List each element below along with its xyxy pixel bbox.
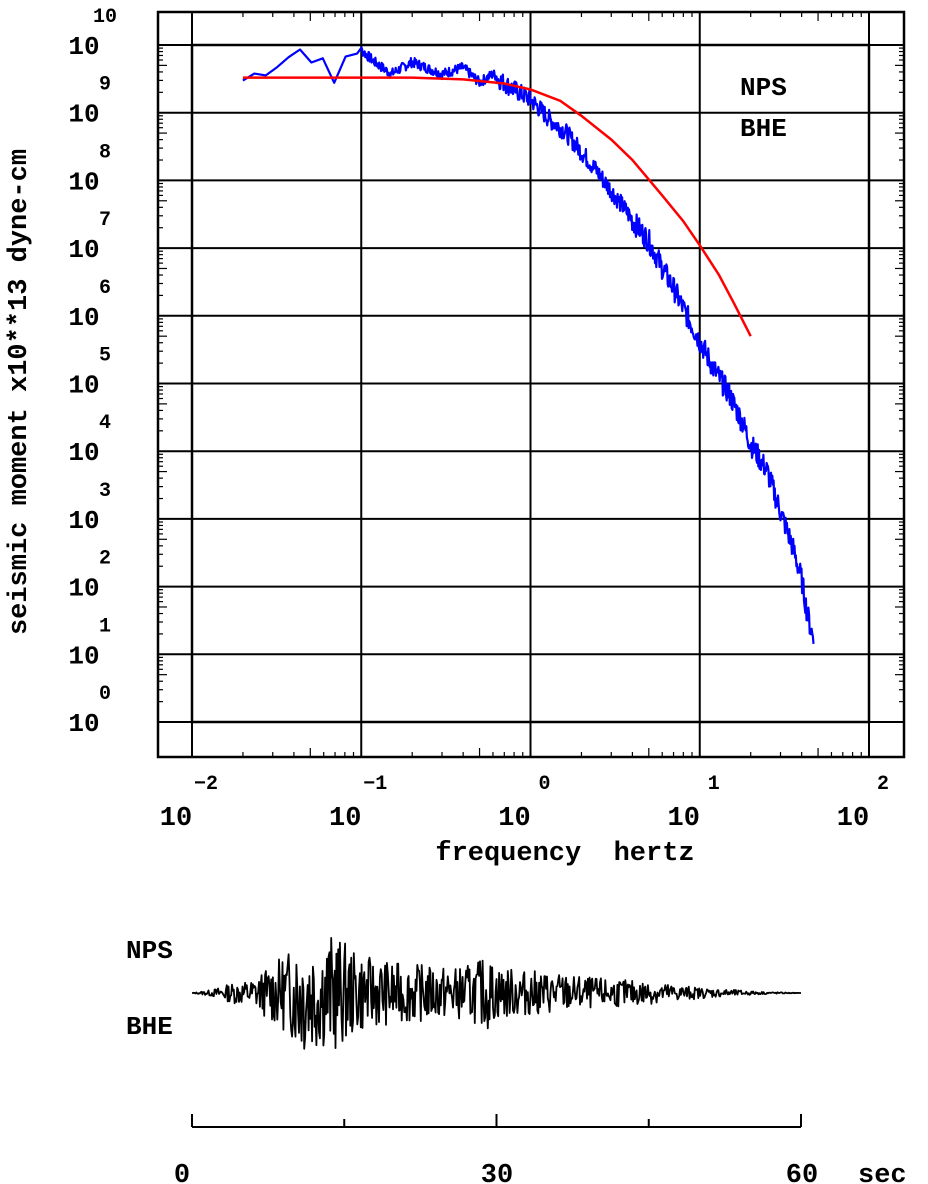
x-axis-title: frequency hertz: [435, 839, 694, 869]
x-tick-label: 10: [329, 804, 361, 834]
y-tick-exponent: 7: [99, 209, 111, 232]
y-tick-label: 10: [68, 438, 99, 468]
y-tick-exponent: 6: [99, 277, 111, 300]
y-tick-exponent: 3: [99, 480, 111, 503]
y-tick-label: 10: [68, 506, 99, 536]
seismogram: NPS BHE 0 30 60 sec: [126, 936, 907, 1184]
time-tick-label-60: 60: [786, 1161, 818, 1184]
x-tick-label: 10: [837, 804, 869, 834]
x-tick-marks: [191, 12, 870, 757]
spectrum-component-label: BHE: [740, 114, 787, 144]
y-tick-exponent: 5: [99, 345, 111, 368]
x-tick-exponent: 1: [708, 773, 720, 796]
seismogram-station-label: NPS: [126, 936, 173, 966]
y-tick-label: 10: [68, 167, 99, 197]
y-tick-label: 10: [68, 32, 99, 62]
x-tick-label: 10: [498, 804, 530, 834]
spectrum-station-label: NPS: [740, 73, 787, 103]
y-tick-marks: [158, 44, 904, 723]
seismogram-component-label: BHE: [126, 1012, 173, 1042]
y-tick-label: 10: [68, 371, 99, 401]
spectrum-grid: [192, 45, 869, 722]
time-unit-label: sec: [858, 1161, 907, 1184]
y-tick-label: 10: [68, 641, 99, 671]
y-axis-title: seismic moment x10**13 dyne-cm: [5, 149, 35, 635]
y-tick-label: 10: [68, 303, 99, 333]
x-tick-exponent: 0: [538, 773, 550, 796]
time-tick-label-0: 0: [174, 1161, 190, 1184]
x-tick-label: 10: [668, 804, 700, 834]
y-tick-label: 10: [68, 709, 99, 739]
y-tick-exponent: 1: [99, 615, 111, 638]
y-tick-label: 10: [68, 235, 99, 265]
time-axis-ticks: [191, 1114, 802, 1127]
x-tick-label: 10: [160, 804, 192, 834]
y-tick-exponent: 10: [93, 6, 117, 29]
model-fit-line: [242, 76, 752, 337]
y-tick-label: 10: [68, 100, 99, 130]
x-tick-exponent: 2: [877, 773, 889, 796]
y-tick-exponent: 9: [99, 74, 111, 97]
y-tick-exponent: 8: [99, 141, 111, 164]
y-tick-exponent: 2: [99, 548, 111, 571]
seismogram-trace: [192, 937, 801, 1050]
y-tick-exponent: 0: [99, 683, 111, 706]
y-tick-exponent: 4: [99, 412, 111, 435]
observed-spectrum-line: [242, 46, 815, 644]
y-tick-label: 10: [68, 574, 99, 604]
x-tick-exponent: −1: [363, 773, 387, 796]
time-tick-label-30: 30: [481, 1161, 513, 1184]
x-tick-exponent: −2: [194, 773, 218, 796]
